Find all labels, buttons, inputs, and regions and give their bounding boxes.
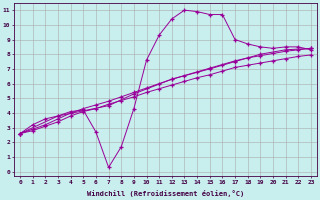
- X-axis label: Windchill (Refroidissement éolien,°C): Windchill (Refroidissement éolien,°C): [87, 190, 244, 197]
